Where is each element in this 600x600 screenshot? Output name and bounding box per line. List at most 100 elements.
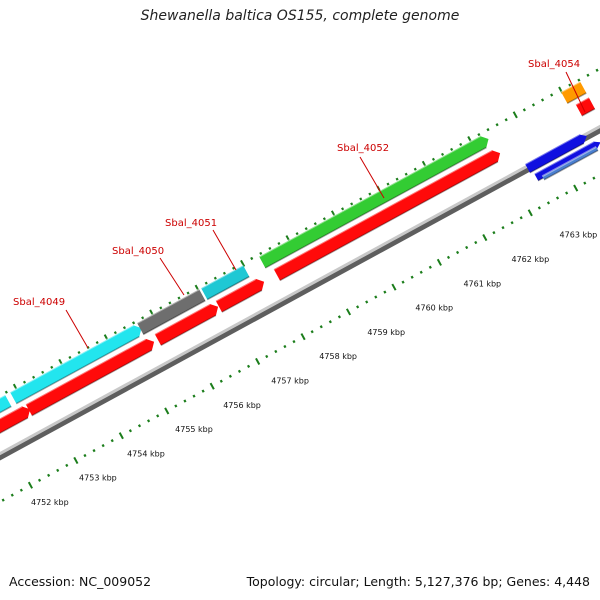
outer-tick [577,78,581,82]
gene-bar-sbal-4051-body [201,265,250,300]
outer-tick [95,341,99,345]
outer-tick [4,390,8,394]
scale-labels: 4752 kbp 4753 kbp 4754 kbp 4755 kbp 4756 kbp… [31,231,597,507]
inner-tick [374,295,378,299]
inner-tick [337,315,341,319]
inner-tick [583,181,587,185]
inner-tick [110,439,114,443]
gene-label: Sbal_4050 [112,246,164,257]
scale-label: 4752 kbp [31,498,69,507]
inner-tick [419,270,423,274]
outer-tick [240,259,246,267]
cds-bar-left-body [0,406,31,434]
outer-tick [350,202,354,206]
inner-tick [201,389,205,393]
cds-bar-sbal-4054 [575,96,596,117]
inner-tick [174,404,178,408]
inner-tick [546,201,551,205]
inner-tick [47,473,51,477]
outer-tick [531,103,536,107]
cds-bar-sbal-4050-shade [160,314,217,347]
inner-tick [128,429,132,433]
scale-label: 4760 kbp [415,304,453,313]
backbone-shadow [0,125,600,461]
outer-tick [477,133,481,137]
outer-tick [368,192,372,196]
inner-tick [456,250,460,255]
outer-tick [459,142,463,147]
outer-tick [68,355,72,360]
inner-tick [156,414,160,418]
outer-tick [359,197,363,201]
inner-tick [118,432,124,440]
gene-bar-sbal-4052-body [259,136,489,268]
callout-line-sbal_4050 [159,257,185,296]
scale-label: 4755 kbp [175,425,213,434]
outer-tick [522,108,526,112]
outer-tick [322,217,326,221]
gene-bar-sbal-4051 [200,264,250,301]
outer-tick [141,316,145,320]
inner-tick [356,305,360,309]
outer-tick [486,128,490,132]
callout-line-sbal_4054 [565,71,586,113]
outer-tick [386,182,390,186]
genome-backbone [0,124,600,461]
inner-tick [310,330,314,334]
scale-label: 4753 kbp [79,474,117,483]
outer-tick [250,256,254,261]
inner-tick [436,258,442,266]
outer-tick [512,111,518,119]
gene-bar-sbal-4050-body [137,289,206,335]
gene-bar-sbal-4050-shade [142,300,206,336]
cds-bar-sbal-4050-highlight [154,303,211,335]
outer-tick [32,375,36,379]
gene-bar-sbal-4052-highlight [258,135,481,258]
outer-tick [540,98,545,102]
outer-tick [168,301,172,305]
cds-bar-sbal-4049-shade [31,349,153,417]
gene-label: Sbal_4049 [13,297,65,308]
gene-bar-sbal-4049-highlight [9,324,134,394]
feature-steelblue-shade [543,149,599,181]
inner-tick [383,290,387,294]
inner-tick [92,448,96,453]
scale-label: 4759 kbp [367,328,405,337]
gene-bar-cyan-left [0,394,12,414]
outer-tick [231,266,236,270]
gene-bar-sbal-4054-body [561,81,587,104]
inner-tick [283,344,287,349]
gene-bar-sbal-4049-shade [15,335,140,405]
outer-tick [132,321,136,325]
feature-layer [0,80,600,434]
feature-blue-1-highlight [524,133,580,165]
scale-label: 4756 kbp [223,401,261,410]
scale-label: 4762 kbp [512,255,550,264]
outer-tick [413,167,417,171]
cds-bar-sbal-4052-body [273,150,501,281]
gene-label: Sbal_4052 [337,143,389,154]
outer-tick [259,251,263,256]
gene-bar-sbal-4054 [560,80,587,105]
cds-bar-sbal-4049-highlight [25,337,147,406]
feature-blue-1-shade [529,142,585,174]
inner-tick [401,280,405,284]
cds-bar-left [0,405,31,434]
inner-tick [10,493,14,497]
gene-bar-sbal-4051-highlight [200,264,244,290]
gene-bar-sbal-4054-shade [566,92,587,105]
outer-tick [159,306,163,310]
cds-bar-left-shade [0,417,29,434]
genome-summary: Topology: circular; Length: 5,127,376 bp… [246,574,590,589]
feature-steelblue-body [542,146,599,180]
inner-tick-ring [1,176,596,502]
outer-tick [304,227,308,231]
inner-tick [527,209,533,217]
inner-tick [328,320,332,324]
cds-bar-sbal-4054-shade [581,108,596,117]
scale-label: 4757 kbp [271,377,309,386]
callout-line-sbal_4051 [212,229,237,271]
outer-tick [450,147,454,152]
inner-tick [573,184,579,192]
inner-tick [192,394,196,398]
